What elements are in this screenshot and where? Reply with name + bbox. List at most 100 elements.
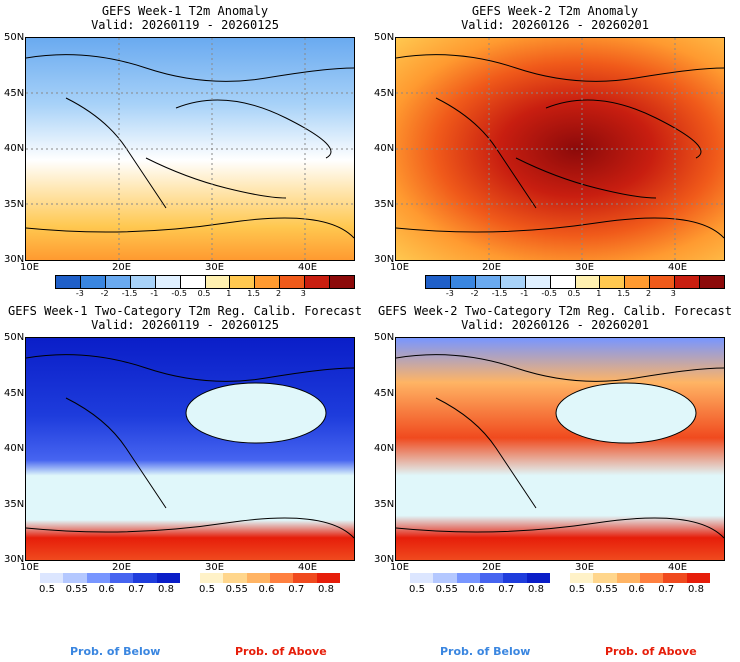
colorbar-swatch [570, 573, 594, 583]
colorbar-tick-label: -1 [150, 289, 159, 298]
colorbar-swatch [410, 573, 434, 583]
colorbar-swatch [80, 276, 106, 288]
panel-title: GEFS Week-1 T2m Anomaly [101, 4, 269, 18]
colorbar-tick-label: 2 [645, 289, 652, 298]
lon-label: 10E [20, 562, 40, 573]
colorbar-swatch [700, 276, 725, 288]
colorbar-tick-label: 0.8 [158, 584, 174, 595]
lon-label: 20E [482, 262, 502, 273]
colorbar-swatch [433, 573, 457, 583]
colorbar-swatch [593, 573, 617, 583]
colorbar-swatch [133, 573, 157, 583]
colorbar-swatch [456, 573, 480, 583]
colorbar-swatch [255, 276, 281, 288]
lat-label: 50N [4, 32, 25, 43]
lat-label: 35N [374, 499, 395, 510]
lon-label: 30E [575, 262, 595, 273]
colorbar-tick-label: 0.7 [498, 584, 515, 595]
lon-label: 40E [298, 562, 318, 573]
lon-label: 20E [482, 562, 502, 573]
colorbar-swatch [280, 276, 306, 288]
colorbar-swatch [675, 276, 701, 288]
colorbar-tick-label: -1.5 [491, 289, 508, 298]
panel-valid-dates: Valid: 20260126 - 20260201 [461, 318, 649, 332]
prob-above-ticks: 0.5 0.55 0.6 0.7 0.8 [569, 584, 710, 596]
panel-title: GEFS Week-2 T2m Anomaly [471, 4, 639, 18]
colorbar-tick-label: 3 [670, 289, 676, 298]
colorbar-swatch [450, 276, 476, 288]
colorbar-tick-label: 1.5 [617, 289, 631, 298]
colorbar-tick-label: 0.55 [65, 584, 88, 595]
lat-label: 50N [374, 332, 395, 343]
colorbar-swatch [305, 276, 331, 288]
lat-label: 35N [4, 499, 25, 510]
prob-above-colorbar [570, 573, 710, 583]
map-overlay [396, 354, 724, 539]
prob-above-ticks: 0.5 0.55 0.6 0.7 0.8 [199, 584, 340, 596]
colorbar-swatch [525, 276, 551, 288]
colorbar-swatch [663, 573, 687, 583]
colorbar-swatch [500, 276, 526, 288]
panel-week2-anomaly: GEFS Week-2 T2m Anomaly Valid: 20260126 … [370, 0, 740, 330]
anomaly-colorbar-ticks: -3 -2 -1.5 -1 -0.5 0.5 1 1.5 2 3 [55, 289, 353, 301]
colorbar-tick-label: 0.55 [225, 584, 248, 595]
anomaly-map [395, 37, 725, 261]
colorbar-tick-label: 0.5 [199, 584, 215, 595]
prob-below-ticks: 0.5 0.55 0.6 0.7 0.8 [39, 584, 180, 596]
lat-label: 50N [4, 332, 25, 343]
colorbar-swatch [180, 276, 206, 288]
colorbar-swatch [86, 573, 110, 583]
colorbar-swatch [616, 573, 640, 583]
panel-week1-probability: GEFS Week-1 Two-Category T2m Reg. Calib.… [0, 300, 370, 630]
anomaly-map [25, 37, 355, 261]
lon-label: 10E [390, 562, 410, 573]
prob-below-colorbar [40, 573, 180, 583]
colorbar-swatch [269, 573, 294, 583]
panel-week1-anomaly: GEFS Week-1 T2m Anomaly Valid: 20260119 … [0, 0, 370, 330]
prob-below-label: Prob. of Below [70, 645, 161, 658]
colorbar-swatch [200, 573, 224, 583]
colorbar-tick-label: 0.55 [595, 584, 618, 595]
lon-label: 30E [575, 562, 595, 573]
panel-week2-probability: GEFS Week-2 Two-Category T2m Reg. Calib.… [370, 300, 740, 630]
colorbar-tick-label: 0.5 [409, 584, 425, 595]
colorbar-swatch [650, 276, 676, 288]
colorbar-tick-label: 0.8 [318, 584, 334, 595]
colorbar-swatch [330, 276, 355, 288]
prob-above-colorbar [200, 573, 340, 583]
colorbar-swatch [230, 276, 256, 288]
lon-label: 30E [205, 262, 225, 273]
colorbar-swatch [205, 276, 231, 288]
panel-title: GEFS Week-1 Two-Category T2m Reg. Calib.… [7, 304, 362, 318]
prob-below-ticks: 0.5 0.55 0.6 0.7 0.8 [409, 584, 550, 596]
lat-label: 45N [374, 388, 395, 399]
colorbar-swatch [56, 276, 81, 288]
lon-label: 10E [20, 262, 40, 273]
colorbar-tick-label: 1 [226, 289, 232, 298]
lat-label: 45N [4, 88, 25, 99]
colorbar-tick-label: 1.5 [247, 289, 261, 298]
colorbar-swatch [316, 573, 340, 583]
anomaly-colorbar [55, 275, 355, 289]
colorbar-swatch [223, 573, 247, 583]
panel-valid-dates: Valid: 20260119 - 20260125 [91, 18, 279, 32]
colorbar-tick-label: 3 [300, 289, 306, 298]
lat-label: 40N [374, 143, 395, 154]
prob-below-colorbar [410, 573, 550, 583]
probability-map [25, 337, 355, 561]
colorbar-tick-label: 2 [275, 289, 282, 298]
colorbar-swatch [479, 573, 504, 583]
lat-label: 40N [4, 143, 25, 154]
colorbar-tick-label: 0.6 [628, 584, 645, 595]
colorbar-tick-label: 0.7 [128, 584, 145, 595]
colorbar-swatch [426, 276, 451, 288]
lat-label: 45N [374, 88, 395, 99]
colorbar-swatch [63, 573, 87, 583]
colorbar-swatch [293, 573, 317, 583]
map-overlay [26, 38, 354, 260]
lon-label: 20E [112, 562, 132, 573]
prob-below-label: Prob. of Below [440, 645, 531, 658]
lat-label: 30N [4, 554, 25, 565]
colorbar-tick-label: -0.5 [541, 289, 557, 298]
colorbar-swatch [156, 573, 180, 583]
